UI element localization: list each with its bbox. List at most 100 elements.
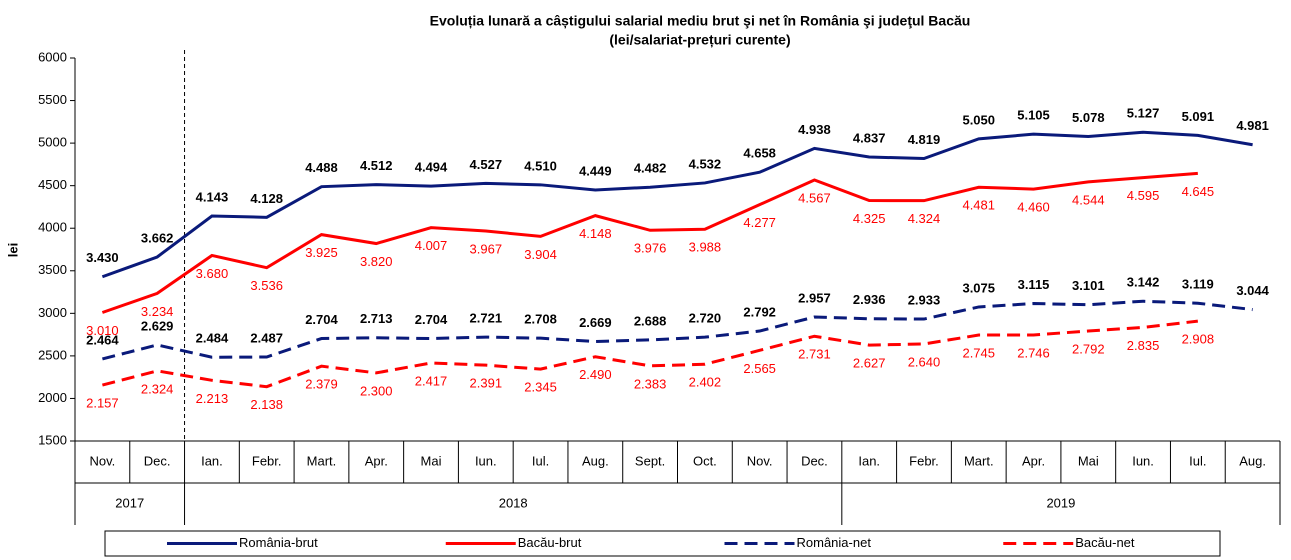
data-label: 2.300	[360, 383, 393, 398]
data-label: 4.277	[743, 215, 776, 230]
data-label: 2.933	[908, 292, 941, 307]
y-tick-label: 4000	[38, 220, 67, 235]
data-label: 4.567	[798, 190, 831, 205]
data-label: 4.449	[579, 163, 612, 178]
data-label: 3.119	[1182, 277, 1214, 292]
series-line	[101, 171, 1198, 314]
data-label: 2.746	[1017, 345, 1050, 360]
data-label: 2.464	[86, 332, 119, 347]
data-label: 4.527	[470, 157, 503, 172]
data-label: 4.981	[1236, 118, 1269, 133]
data-label: 3.680	[196, 266, 229, 281]
data-label: 4.512	[360, 158, 393, 173]
y-tick-label: 3000	[38, 305, 67, 320]
x-tick-label: Aug.	[1239, 453, 1266, 468]
x-tick-label: Iul.	[1189, 453, 1206, 468]
data-label: 2.936	[853, 292, 886, 307]
data-label: 3.967	[470, 241, 503, 256]
year-label: 2017	[115, 495, 144, 510]
data-label: 4.148	[579, 226, 612, 241]
x-tick-label: Mai	[421, 453, 442, 468]
x-tick-label: Mai	[1078, 453, 1099, 468]
x-tick-label: Apr.	[1022, 453, 1045, 468]
x-tick-label: Mart.	[964, 453, 994, 468]
data-label: 3.430	[86, 250, 119, 265]
legend-label: România-brut	[239, 535, 318, 550]
data-label: 2.708	[524, 312, 557, 327]
data-label: 2.713	[360, 311, 393, 326]
x-tick-label: Sept.	[635, 453, 665, 468]
data-label: 3.925	[305, 245, 338, 260]
legend-label: Bacău-net	[1075, 535, 1135, 550]
data-label: 4.837	[853, 130, 886, 145]
data-label: 3.976	[634, 241, 667, 256]
year-label: 2019	[1046, 495, 1075, 510]
x-tick-label: Ian.	[858, 453, 880, 468]
data-label: 4.324	[908, 211, 941, 226]
y-tick-label: 2000	[38, 390, 67, 405]
data-label: 3.234	[141, 304, 174, 319]
legend-label: Bacău-brut	[518, 535, 582, 550]
legend-box	[104, 530, 1221, 557]
data-label: 2.138	[250, 397, 283, 412]
data-label: 4.488	[305, 160, 338, 175]
data-label: 3.075	[962, 280, 995, 295]
data-label: 4.510	[524, 158, 557, 173]
data-label: 2.383	[634, 376, 667, 391]
y-tick-label: 5500	[38, 92, 67, 107]
data-label: 2.324	[141, 381, 174, 396]
x-tick-label: Dec.	[144, 453, 171, 468]
x-tick-label: Nov.	[90, 453, 116, 468]
data-label: 2.345	[524, 380, 557, 395]
data-label: 2.484	[196, 331, 229, 346]
y-tick-label: 5000	[38, 135, 67, 150]
y-tick-label: 3500	[38, 262, 67, 277]
x-tick-label: Apr.	[365, 453, 388, 468]
chart-title: Evoluția lunară a câștigului salarial me…	[430, 13, 971, 29]
data-label: 4.460	[1017, 200, 1050, 215]
data-label: 3.662	[141, 230, 174, 245]
data-label: 4.938	[798, 122, 831, 137]
data-label: 3.536	[250, 278, 283, 293]
x-tick-label: Febr.	[252, 453, 282, 468]
data-label: 3.988	[689, 240, 722, 255]
data-label: 2.669	[579, 315, 612, 330]
data-label: 2.792	[743, 304, 776, 319]
x-tick-label: Oct.	[693, 453, 717, 468]
series-line	[102, 319, 1199, 389]
data-label: 4.007	[415, 238, 448, 253]
data-label: 2.720	[689, 311, 722, 326]
data-label: 3.010	[86, 323, 119, 338]
data-label: 4.532	[689, 156, 722, 171]
data-label: 4.595	[1127, 188, 1160, 203]
data-label: 2.792	[1072, 341, 1105, 356]
data-label: 5.078	[1072, 110, 1105, 125]
data-label: 2.704	[415, 312, 448, 327]
data-label: 2.213	[196, 391, 229, 406]
data-label: 2.908	[1182, 332, 1215, 347]
data-label: 4.143	[196, 189, 229, 204]
data-label: 3.115	[1018, 277, 1050, 292]
y-tick-label: 4500	[38, 177, 67, 192]
data-label: 5.105	[1017, 108, 1050, 123]
data-label: 2.417	[415, 373, 448, 388]
x-tick-label: Ian.	[201, 453, 223, 468]
data-label: 2.391	[470, 376, 503, 391]
x-tick-label: Febr.	[909, 453, 939, 468]
data-label: 4.544	[1072, 192, 1105, 207]
data-label: 2.157	[86, 396, 119, 411]
data-label: 4.482	[634, 161, 667, 176]
data-label: 5.091	[1182, 109, 1215, 124]
data-label: 2.565	[743, 361, 776, 376]
data-label: 3.820	[360, 254, 393, 269]
data-label: 3.101	[1072, 278, 1105, 293]
series-line	[101, 130, 1253, 279]
data-label: 2.721	[470, 311, 503, 326]
data-label: 2.731	[798, 347, 831, 362]
legend-label: România-net	[797, 535, 872, 550]
data-label: 2.627	[853, 356, 886, 371]
data-label: 3.904	[524, 247, 557, 262]
data-label: 5.050	[962, 112, 995, 127]
year-label: 2018	[499, 495, 528, 510]
data-label: 2.957	[798, 290, 831, 305]
